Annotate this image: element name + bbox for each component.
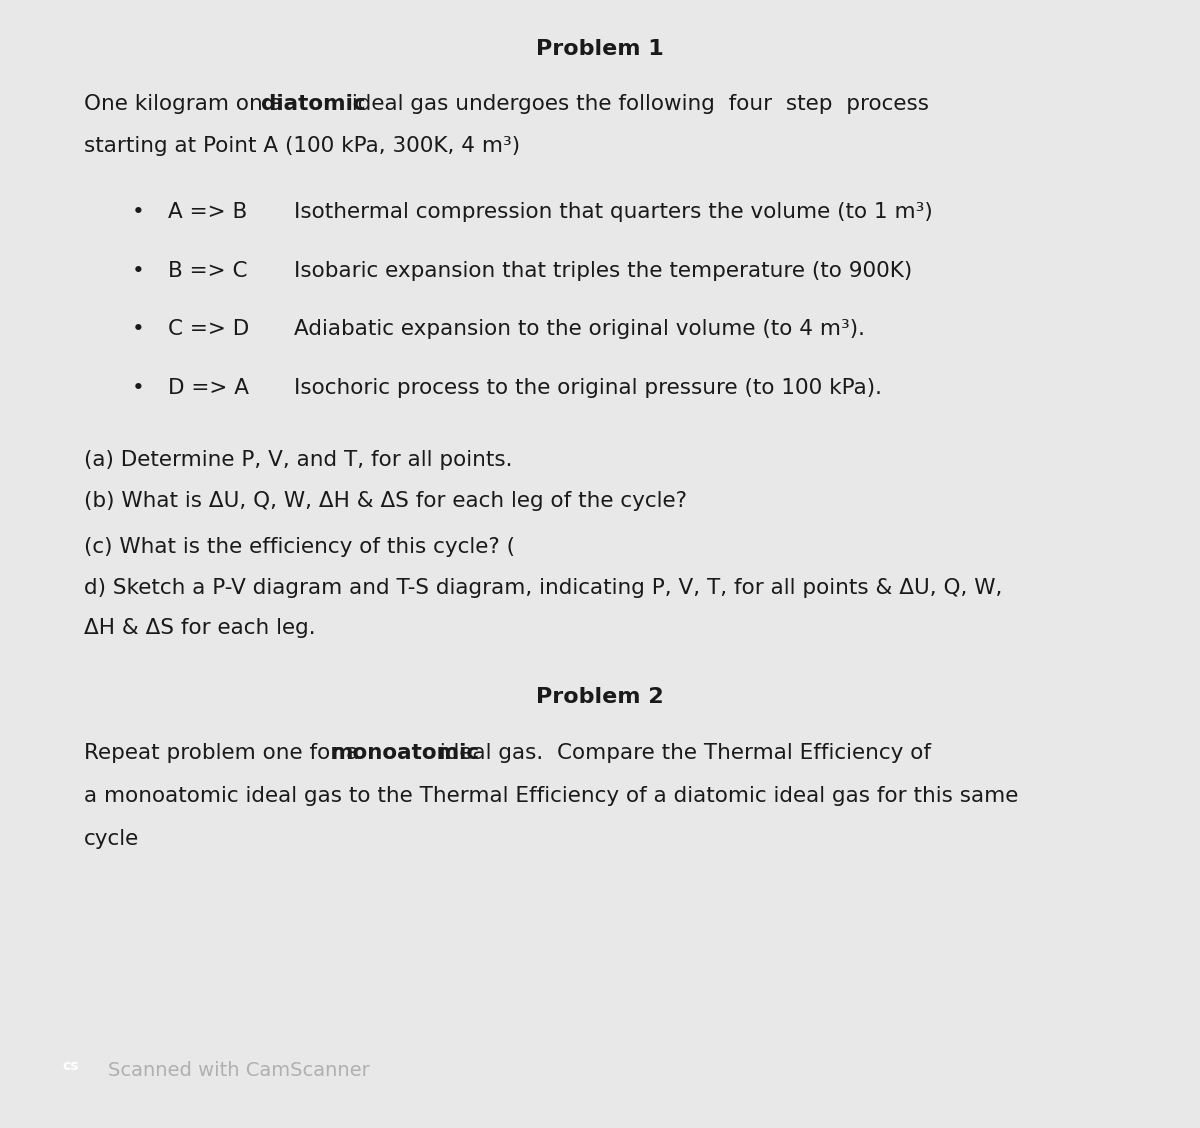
- Text: •: •: [132, 202, 145, 222]
- Text: a monoatomic ideal gas to the Thermal Efficiency of a diatomic ideal gas for thi: a monoatomic ideal gas to the Thermal Ef…: [84, 786, 1019, 807]
- Text: monoatomic: monoatomic: [330, 743, 479, 764]
- Text: (c) What is the efficiency of this cycle? (: (c) What is the efficiency of this cycle…: [84, 537, 515, 557]
- Text: Repeat problem one for a: Repeat problem one for a: [84, 743, 366, 764]
- FancyBboxPatch shape: [30, 11, 1170, 1117]
- Text: Problem 2: Problem 2: [536, 687, 664, 707]
- Text: ideal gas undergoes the following  four  step  process: ideal gas undergoes the following four s…: [344, 94, 929, 114]
- Text: Isothermal compression that quarters the volume (to 1 m³): Isothermal compression that quarters the…: [294, 202, 932, 222]
- Text: Adiabatic expansion to the original volume (to 4 m³).: Adiabatic expansion to the original volu…: [294, 319, 865, 340]
- Text: C => D: C => D: [168, 319, 250, 340]
- Text: •: •: [132, 319, 145, 340]
- Text: •: •: [132, 261, 145, 281]
- Text: starting at Point A (100 kPa, 300K, 4 m³): starting at Point A (100 kPa, 300K, 4 m³…: [84, 136, 520, 157]
- Text: A => B: A => B: [168, 202, 247, 222]
- Text: cycle: cycle: [84, 829, 139, 849]
- Text: ΔH & ΔS for each leg.: ΔH & ΔS for each leg.: [84, 618, 316, 638]
- Text: One kilogram on a: One kilogram on a: [84, 94, 289, 114]
- Text: Scanned with CamScanner: Scanned with CamScanner: [108, 1061, 370, 1079]
- Text: Isobaric expansion that triples the temperature (to 900K): Isobaric expansion that triples the temp…: [294, 261, 912, 281]
- Text: •: •: [132, 378, 145, 398]
- Text: diatomic: diatomic: [262, 94, 366, 114]
- Text: Isochoric process to the original pressure (to 100 kPa).: Isochoric process to the original pressu…: [294, 378, 882, 398]
- Text: d) Sketch a P-V diagram and T-S diagram, indicating P, V, T, for all points & ΔU: d) Sketch a P-V diagram and T-S diagram,…: [84, 578, 1002, 598]
- Text: ideal gas.  Compare the Thermal Efficiency of: ideal gas. Compare the Thermal Efficienc…: [433, 743, 931, 764]
- FancyBboxPatch shape: [42, 1043, 100, 1089]
- Text: (a) Determine P, V, and T, for all points.: (a) Determine P, V, and T, for all point…: [84, 450, 512, 470]
- Text: cs: cs: [62, 1059, 79, 1073]
- Text: B => C: B => C: [168, 261, 247, 281]
- Text: D => A: D => A: [168, 378, 250, 398]
- Text: (b) What is ΔU, Q, W, ΔH & ΔS for each leg of the cycle?: (b) What is ΔU, Q, W, ΔH & ΔS for each l…: [84, 491, 686, 511]
- Text: Problem 1: Problem 1: [536, 39, 664, 60]
